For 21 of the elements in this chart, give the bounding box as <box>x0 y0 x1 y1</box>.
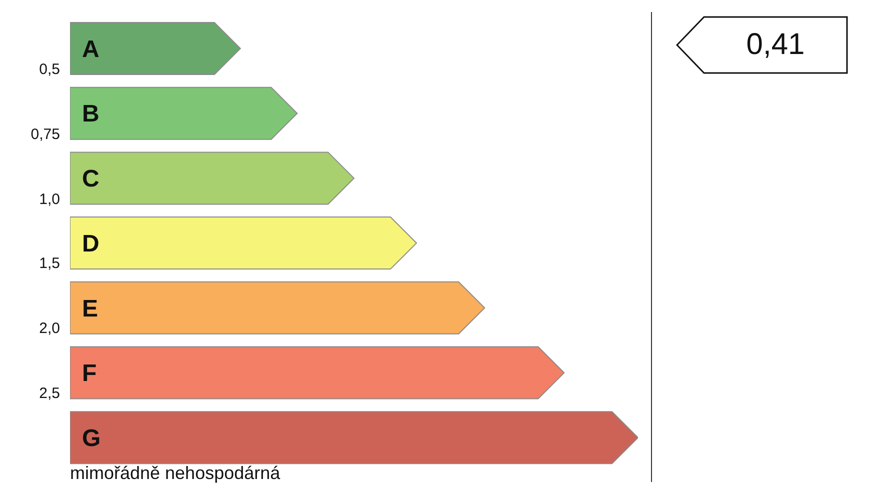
annotation: mimořádně nehospodárná <box>70 463 280 484</box>
y-tick-label: D <box>82 230 100 258</box>
text: 2,5 <box>39 385 60 402</box>
text: 1,0 <box>39 190 60 208</box>
y-tick-label: B <box>82 100 100 128</box>
text: 0,75 <box>30 126 60 143</box>
bar <box>70 281 486 334</box>
bar <box>70 152 354 205</box>
bar <box>70 346 565 400</box>
bar <box>70 216 417 270</box>
y-tick-label: E <box>82 295 98 322</box>
bar <box>70 86 298 140</box>
text: 0,5 <box>39 60 60 78</box>
y-tick-label: G <box>82 425 101 452</box>
y-tick-label: F <box>82 360 97 388</box>
y-tick-label: A <box>82 36 100 63</box>
y-tick-label: C <box>82 166 100 193</box>
text: 0,41 <box>745 27 806 63</box>
text: 1,5 <box>39 255 60 272</box>
text: 2,0 <box>39 320 60 338</box>
bar <box>70 411 638 464</box>
